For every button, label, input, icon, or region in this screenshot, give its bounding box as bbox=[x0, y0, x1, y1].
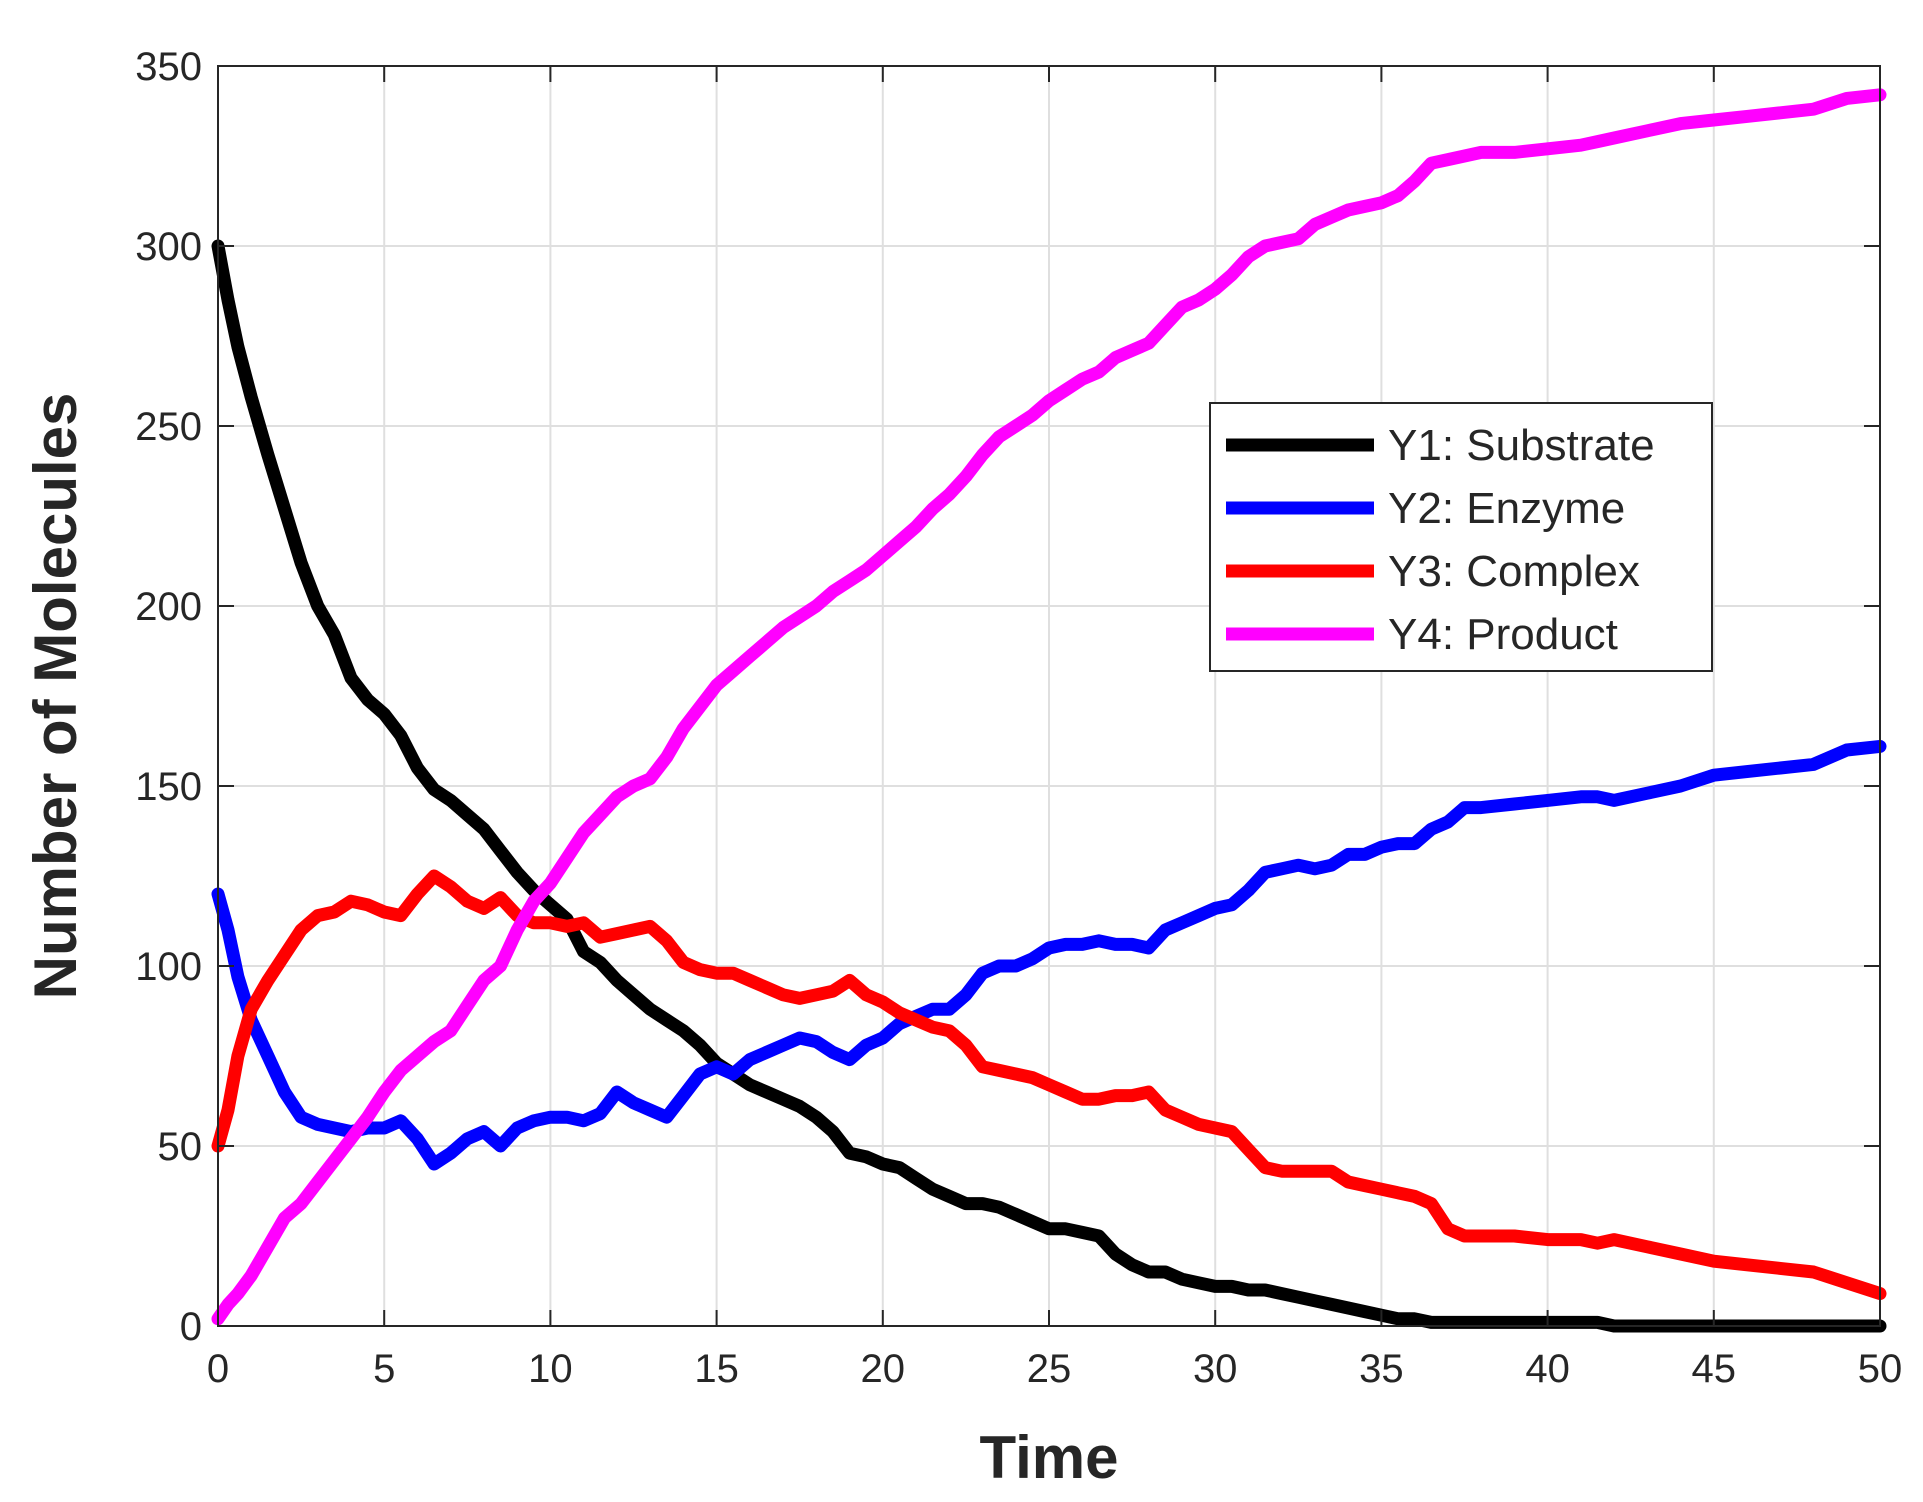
legend-label-product: Y4: Product bbox=[1388, 610, 1618, 659]
y-axis-title: Number of Molecules bbox=[22, 393, 89, 1000]
legend-label-enzyme: Y2: Enzyme bbox=[1388, 484, 1625, 533]
y-tick-label: 250 bbox=[135, 405, 202, 449]
y-tick-label: 350 bbox=[135, 45, 202, 89]
x-tick-label: 50 bbox=[1858, 1347, 1903, 1391]
x-tick-label: 0 bbox=[207, 1347, 229, 1391]
x-tick-label: 30 bbox=[1193, 1347, 1238, 1391]
series-line-complex bbox=[211, 869, 1887, 1301]
y-tick-label: 0 bbox=[180, 1305, 202, 1349]
x-tick-label: 25 bbox=[1027, 1347, 1072, 1391]
y-tick-label: 50 bbox=[158, 1125, 203, 1169]
x-tick-label: 35 bbox=[1359, 1347, 1404, 1391]
legend-label-substrate: Y1: Substrate bbox=[1388, 421, 1655, 470]
x-tick-label: 5 bbox=[373, 1347, 395, 1391]
x-tick-label: 20 bbox=[861, 1347, 906, 1391]
series-line-product bbox=[211, 88, 1887, 1326]
y-tick-label: 200 bbox=[135, 585, 202, 629]
x-tick-label: 40 bbox=[1525, 1347, 1570, 1391]
x-tick-label: 45 bbox=[1692, 1347, 1737, 1391]
legend: Y1: Substrate Y2: Enzyme Y3: Complex Y4: Pr… bbox=[1209, 402, 1713, 672]
series-lines bbox=[211, 88, 1887, 1333]
series-line-enzyme bbox=[211, 739, 1887, 1171]
x-tick-label: 10 bbox=[528, 1347, 573, 1391]
legend-label-complex: Y3: Complex bbox=[1388, 547, 1640, 596]
y-tick-label: 100 bbox=[135, 945, 202, 989]
x-axis-title: Time bbox=[980, 1424, 1119, 1491]
series-line-substrate bbox=[211, 239, 1887, 1333]
y-tick-label: 300 bbox=[135, 225, 202, 269]
axis-ticks: 0 5 10 15 20 25 30 35 40 45 50 0 50 100 150 200 250 300 35… bbox=[135, 45, 1902, 1391]
y-tick-label: 150 bbox=[135, 765, 202, 809]
x-tick-label: 15 bbox=[694, 1347, 739, 1391]
